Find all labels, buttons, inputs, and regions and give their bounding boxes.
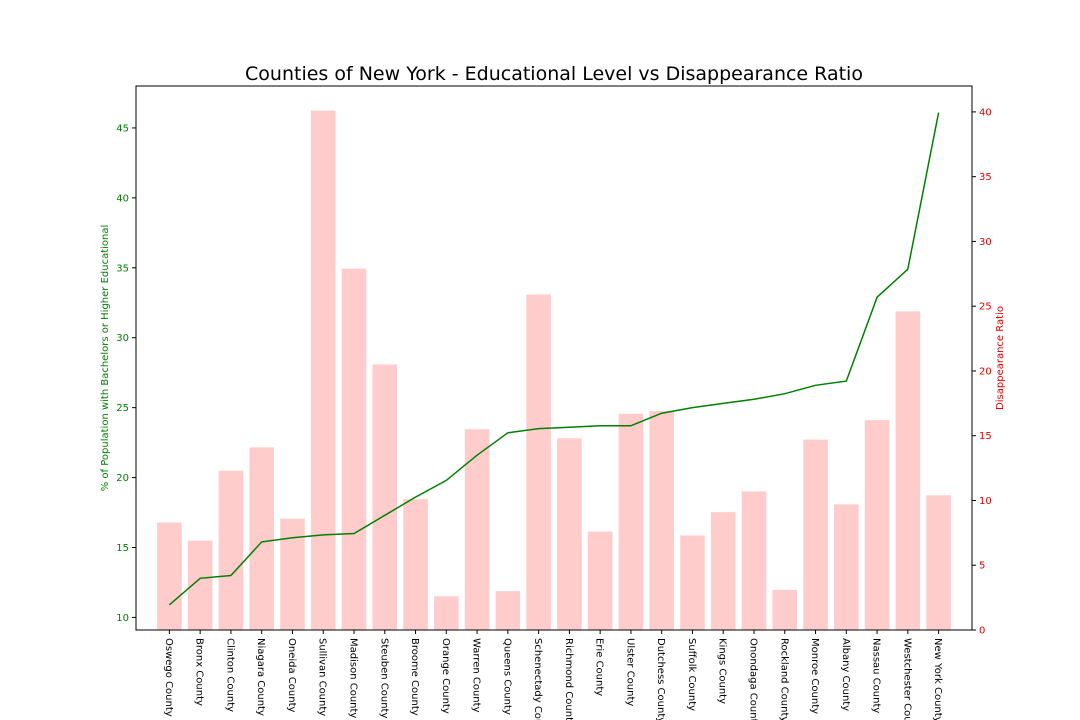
x-tick-label: Kings County — [717, 638, 728, 704]
bar — [649, 411, 674, 630]
bar — [803, 439, 828, 630]
x-tick-label: Rockland County — [778, 638, 789, 720]
x-tick-label: Oswego County — [163, 638, 174, 717]
right-tick-label: 25 — [979, 302, 992, 313]
bar — [926, 495, 951, 630]
left-tick-label: 45 — [116, 123, 129, 134]
x-tick-label: Richmond County — [563, 638, 574, 720]
bar — [557, 438, 582, 630]
x-tick-label: Onondaga County — [748, 638, 759, 720]
bar — [403, 499, 428, 630]
x-tick-label: Queens County — [501, 638, 512, 715]
x-tick-label: Monroe County — [809, 638, 820, 714]
left-tick-label: 15 — [116, 543, 129, 554]
right-tick-label: 30 — [979, 237, 992, 248]
line-series — [168, 112, 940, 606]
bar — [834, 504, 859, 630]
bar — [310, 110, 336, 631]
left-tick-label: 20 — [116, 473, 129, 484]
bar — [710, 512, 736, 630]
bar — [772, 589, 798, 630]
bar — [218, 470, 244, 630]
x-tick-label: Clinton County — [224, 638, 235, 712]
bar — [464, 429, 490, 630]
x-tick-label: Dutchess County — [655, 638, 666, 720]
bar — [157, 522, 182, 630]
x-tick-label: Oneida County — [286, 638, 297, 712]
left-tick-label: 35 — [116, 263, 129, 274]
x-tick-label: Warren County — [471, 638, 482, 713]
bar — [526, 294, 551, 630]
x-tick-label: Steuben County — [378, 638, 389, 718]
bar — [618, 413, 644, 630]
x-tick-label: Ulster County — [624, 638, 635, 706]
x-tick-label: Albany County — [840, 638, 851, 711]
x-tick-label: Orange County — [440, 638, 451, 714]
x-tick-label: Niagara County — [255, 638, 266, 716]
bar — [341, 268, 367, 630]
bar — [495, 591, 521, 630]
right-tick-label: 5 — [979, 561, 985, 572]
x-tick-label: Bronx County — [194, 638, 205, 706]
right-tick-label: 10 — [979, 496, 992, 507]
bar — [249, 447, 274, 630]
x-tick-label: Erie County — [594, 638, 605, 696]
x-tick-label: Suffolk County — [686, 638, 697, 711]
x-tick-label: Broome County — [409, 638, 420, 716]
bar — [372, 364, 398, 630]
right-y-axis-label: Disappearance Ratio — [995, 306, 1006, 410]
left-tick-label: 25 — [116, 403, 129, 414]
x-tick-label: Madison County — [348, 638, 359, 718]
left-tick-label: 30 — [116, 333, 129, 344]
chart-title: Counties of New York - Educational Level… — [245, 63, 863, 85]
right-tick-label: 15 — [979, 431, 992, 442]
x-tick-label: Sullivan County — [317, 638, 328, 716]
x-tick-label: Schenectady County — [532, 638, 543, 720]
right-tick-label: 20 — [979, 366, 992, 377]
bar — [280, 518, 305, 630]
bar — [680, 535, 705, 630]
bar — [587, 531, 613, 630]
right-tick-label: 40 — [979, 107, 992, 118]
line-path — [168, 112, 940, 606]
right-y-axis: 0 5 10 15 20 25 30 35 40 — [972, 107, 992, 637]
right-tick-label: 0 — [979, 626, 985, 637]
x-axis: Oswego County Bronx County Clinton County N… — [163, 630, 943, 720]
bar — [864, 420, 890, 630]
plot-frame — [135, 85, 973, 631]
bar — [895, 311, 921, 630]
left-tick-label: 10 — [116, 613, 129, 624]
bar — [434, 596, 459, 630]
left-y-axis-label: % of Population with Bachelors or Higher… — [100, 225, 111, 492]
right-tick-label: 35 — [979, 172, 992, 183]
bar-series — [157, 110, 951, 631]
bar — [741, 491, 767, 630]
x-tick-label: Nassau County — [871, 638, 882, 713]
left-tick-label: 40 — [116, 193, 129, 204]
x-tick-label: Westchester County — [901, 638, 912, 720]
x-tick-label: New York County — [932, 638, 943, 720]
left-y-axis: 10 15 20 25 30 35 40 45 — [116, 123, 136, 624]
